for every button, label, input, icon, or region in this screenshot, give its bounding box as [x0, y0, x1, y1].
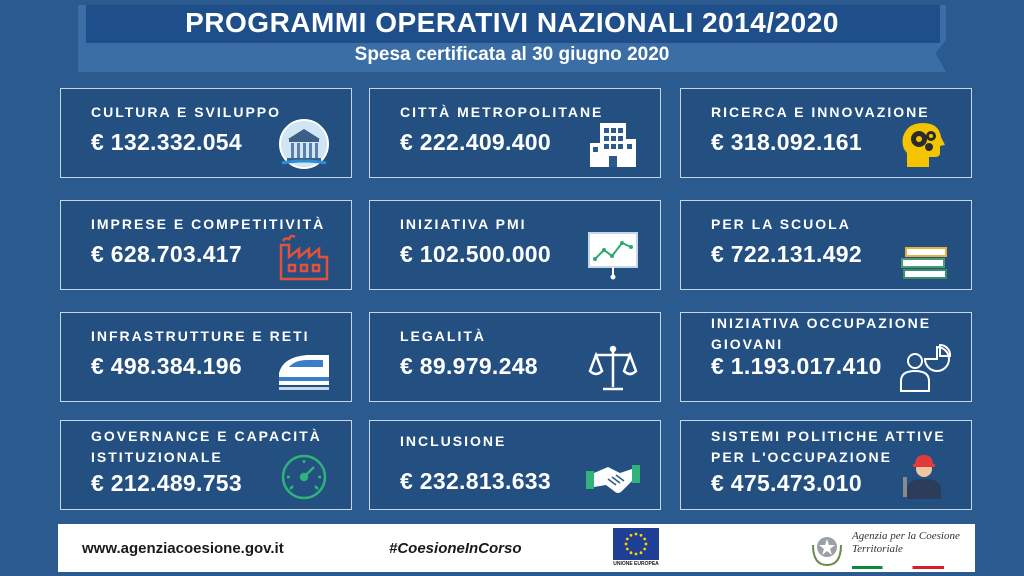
card-value: € 222.409.400: [400, 129, 551, 155]
card-legalita: LEGALITÀ € 89.979.248: [369, 312, 661, 402]
card-label: PER LA SCUOLA: [711, 216, 851, 232]
chart-board-icon: [586, 231, 640, 281]
card-value: € 1.193.017.410: [711, 353, 882, 379]
worker-icon: [897, 451, 951, 501]
card-citta-metropolitane: CITTÀ METROPOLITANE € 222.409.400: [369, 88, 661, 178]
scales-icon: [586, 343, 640, 393]
temple-icon: [277, 119, 331, 169]
card-label: RICERCA E INNOVAZIONE: [711, 104, 930, 120]
card-value: € 212.489.753: [91, 470, 242, 496]
card-infrastrutture-reti: INFRASTRUTTURE E RETI € 498.384.196: [60, 312, 352, 402]
card-label: SISTEMI POLITICHE ATTIVE PER L'OCCUPAZIO…: [711, 428, 946, 465]
gauge-icon: [277, 451, 331, 501]
eu-logo: UNIONE EUROPEA: [611, 528, 661, 568]
card-cultura-sviluppo: CULTURA E SVILUPPO € 132.332.054: [60, 88, 352, 178]
italian-emblem-icon: [810, 531, 844, 567]
card-value: € 722.131.492: [711, 241, 862, 267]
card-label: INCLUSIONE: [400, 433, 507, 449]
building-icon: [586, 119, 640, 169]
card-value: € 498.384.196: [91, 353, 242, 379]
agency-name: Agenzia per la Coesione Territoriale: [852, 530, 960, 555]
eu-flag-icon: [613, 528, 659, 560]
card-label: CITTÀ METROPOLITANE: [400, 104, 604, 120]
card-label: LEGALITÀ: [400, 328, 486, 344]
card-imprese-competitivita: IMPRESE E COMPETITIVITÀ € 628.703.417: [60, 200, 352, 290]
card-value: € 232.813.633: [400, 468, 551, 494]
page-subtitle: Spesa certificata al 30 giugno 2020: [354, 44, 670, 65]
card-value: € 89.979.248: [400, 353, 538, 379]
card-iniziativa-occupazione-giovani: INIZIATIVA OCCUPAZIONE GIOVANI € 1.193.0…: [680, 312, 972, 402]
page-title: PROGRAMMI OPERATIVI NAZIONALI 2014/2020: [185, 7, 839, 38]
person-pie-icon: [897, 343, 952, 393]
card-inclusione: INCLUSIONE € 232.813.633: [369, 420, 661, 510]
card-value: € 318.092.161: [711, 129, 862, 155]
books-icon: [897, 231, 951, 281]
train-icon: [277, 343, 331, 393]
card-label: INFRASTRUTTURE E RETI: [91, 328, 310, 344]
card-label: INIZIATIVA PMI: [400, 216, 527, 232]
card-label: INIZIATIVA OCCUPAZIONE GIOVANI: [711, 315, 932, 352]
card-value: € 475.473.010: [711, 470, 862, 496]
card-label: IMPRESE E COMPETITIVITÀ: [91, 216, 326, 232]
hashtag: #CoesioneInCorso: [389, 540, 522, 557]
head-gears-icon: [897, 119, 951, 169]
footer-bar: www.agenziacoesione.gov.it #CoesioneInCo…: [58, 524, 975, 572]
website-link[interactable]: www.agenziacoesione.gov.it: [82, 540, 284, 557]
card-label: GOVERNANCE E CAPACITÀ ISTITUZIONALE: [91, 428, 322, 465]
tricolor-stripe: [852, 566, 944, 569]
card-per-la-scuola: PER LA SCUOLA € 722.131.492: [680, 200, 972, 290]
card-value: € 102.500.000: [400, 241, 551, 267]
card-value: € 628.703.417: [91, 241, 242, 267]
card-governance-capacita: GOVERNANCE E CAPACITÀ ISTITUZIONALE € 21…: [60, 420, 352, 510]
card-ricerca-innovazione: RICERCA E INNOVAZIONE € 318.092.161: [680, 88, 972, 178]
card-sistemi-politiche-attive: SISTEMI POLITICHE ATTIVE PER L'OCCUPAZIO…: [680, 420, 972, 510]
header-title-bar: [86, 5, 940, 43]
agency-logo: Agenzia per la Coesione Territoriale: [810, 528, 960, 570]
card-value: € 132.332.054: [91, 129, 242, 155]
card-iniziativa-pmi: INIZIATIVA PMI € 102.500.000: [369, 200, 661, 290]
card-label: CULTURA E SVILUPPO: [91, 104, 282, 120]
factory-icon: [277, 231, 331, 281]
eu-label: UNIONE EUROPEA: [613, 561, 659, 567]
handshake-icon: [586, 451, 640, 501]
